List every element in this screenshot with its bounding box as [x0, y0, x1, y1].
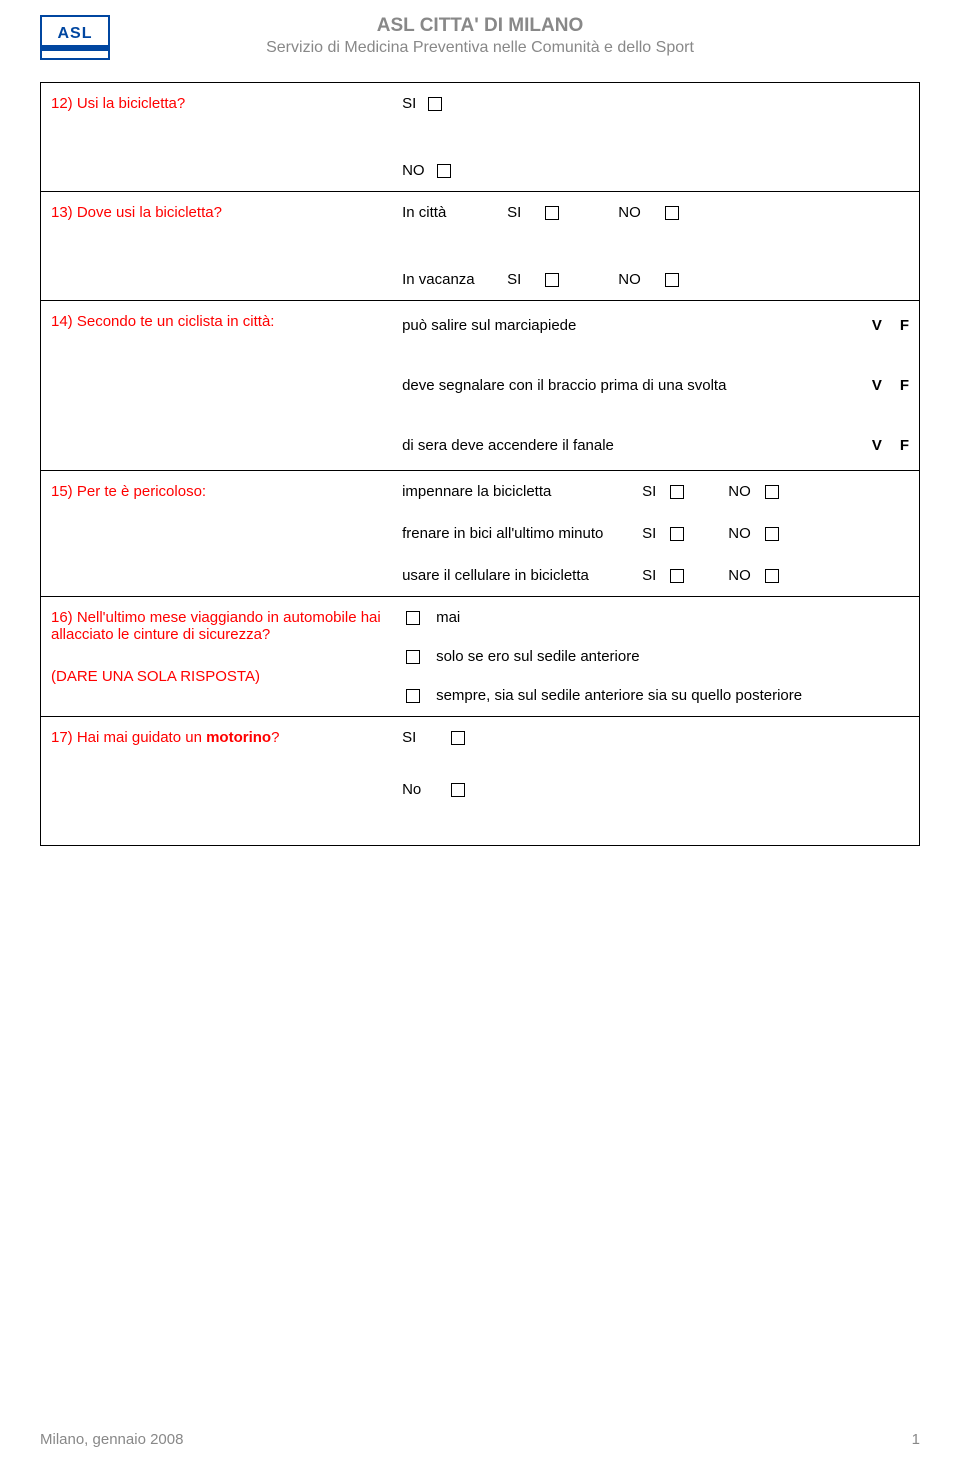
q15-si-1: SI [642, 525, 656, 542]
q15-si-2-checkbox[interactable] [670, 569, 684, 583]
q15-no-2: NO [728, 567, 751, 584]
q14-v-0[interactable]: V [872, 317, 882, 334]
q17-question-suffix: ? [271, 729, 279, 746]
q14-v-1[interactable]: V [872, 377, 882, 394]
q15-item-0: impennare la bicicletta [402, 483, 632, 500]
q15-item-2: usare il cellulare in bicicletta [402, 567, 632, 584]
q15-question: 15) Per te è pericoloso: [51, 483, 206, 500]
q14-f-0[interactable]: F [900, 317, 909, 334]
q13-vacanza-no-checkbox[interactable] [665, 273, 679, 287]
q16-option-2-checkbox[interactable] [406, 689, 420, 703]
q13-citta-label: In città [402, 204, 487, 221]
q12-no-label: NO [402, 162, 425, 179]
questionnaire-table: 12) Usi la bicicletta? SI NO 13) Dove us… [40, 82, 920, 846]
asl-logo: ASL [40, 15, 110, 60]
q15-si-0-checkbox[interactable] [670, 485, 684, 499]
q14-f-2[interactable]: F [900, 437, 909, 454]
q13-vacanza-si: SI [507, 271, 521, 288]
footer-page-number: 1 [912, 1431, 920, 1448]
q13-citta-si: SI [507, 204, 521, 221]
q13-vacanza-no: NO [618, 271, 641, 288]
q16-option-0: mai [436, 609, 460, 626]
q14-f-1[interactable]: F [900, 377, 909, 394]
page-header: ASL ASL CITTA' DI MILANO Servizio di Med… [40, 15, 920, 57]
page-footer: Milano, gennaio 2008 1 [40, 1431, 920, 1448]
q12-si-label: SI [402, 95, 416, 112]
q15-no-0-checkbox[interactable] [765, 485, 779, 499]
q13-vacanza-si-checkbox[interactable] [545, 273, 559, 287]
q16-option-1-checkbox[interactable] [406, 650, 420, 664]
q17-no-checkbox[interactable] [451, 783, 465, 797]
q15-si-0: SI [642, 483, 656, 500]
q14-item-2: di sera deve accendere il fanale [402, 437, 614, 454]
q16-instruction: (DARE UNA SOLA RISPOSTA) [51, 668, 382, 685]
q15-no-2-checkbox[interactable] [765, 569, 779, 583]
q15-si-2: SI [642, 567, 656, 584]
q14-v-2[interactable]: V [872, 437, 882, 454]
q15-si-1-checkbox[interactable] [670, 527, 684, 541]
q17-question-bold: motorino [206, 729, 271, 746]
q14-item-0: può salire sul marciapiede [402, 317, 576, 334]
q13-vacanza-label: In vacanza [402, 271, 487, 288]
q16-option-0-checkbox[interactable] [406, 611, 420, 625]
q15-item-1: frenare in bici all'ultimo minuto [402, 525, 632, 542]
q13-citta-si-checkbox[interactable] [545, 206, 559, 220]
logo-text: ASL [58, 25, 93, 43]
q16-option-2: sempre, sia sul sedile anteriore sia su … [436, 687, 802, 704]
q13-citta-no: NO [618, 204, 641, 221]
org-title: ASL CITTA' DI MILANO [40, 15, 920, 37]
q13-citta-no-checkbox[interactable] [665, 206, 679, 220]
footer-left: Milano, gennaio 2008 [40, 1431, 183, 1448]
q17-question-prefix: 17) Hai mai guidato un [51, 729, 206, 746]
q17-no-label: No [402, 781, 421, 798]
q17-si-checkbox[interactable] [451, 731, 465, 745]
q16-option-1: solo se ero sul sedile anteriore [436, 648, 639, 665]
q12-question: 12) Usi la bicicletta? [51, 95, 185, 112]
q15-no-1: NO [728, 525, 751, 542]
q12-no-checkbox[interactable] [437, 164, 451, 178]
q13-question: 13) Dove usi la bicicletta? [51, 204, 222, 221]
q15-no-1-checkbox[interactable] [765, 527, 779, 541]
q16-question: 16) Nell'ultimo mese viaggiando in autom… [51, 609, 382, 643]
q14-question: 14) Secondo te un ciclista in città: [51, 313, 274, 330]
org-subtitle: Servizio di Medicina Preventiva nelle Co… [40, 39, 920, 57]
logo-stripe [42, 45, 108, 51]
q15-no-0: NO [728, 483, 751, 500]
q14-item-1: deve segnalare con il braccio prima di u… [402, 377, 726, 394]
q17-si-label: SI [402, 729, 416, 746]
q12-si-checkbox[interactable] [428, 97, 442, 111]
